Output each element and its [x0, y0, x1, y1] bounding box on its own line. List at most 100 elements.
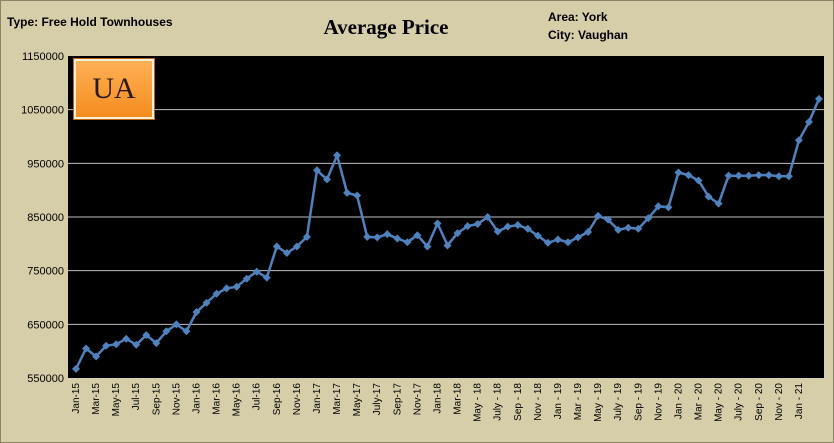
- data-point: [794, 136, 803, 145]
- data-point: [142, 331, 151, 340]
- data-point: [353, 191, 362, 200]
- x-tick-label: May-17: [352, 383, 363, 417]
- x-tick-label: Nov - 19: [653, 383, 664, 421]
- x-tick-label: Mar-15: [91, 383, 102, 415]
- x-tick-label: Sep-15: [151, 383, 162, 416]
- x-tick-label: Nov - 20: [774, 383, 785, 421]
- data-point: [403, 238, 412, 247]
- data-point: [343, 188, 352, 197]
- data-point: [363, 232, 372, 241]
- data-point: [694, 176, 703, 185]
- x-tick-label: July - 18: [493, 383, 504, 421]
- data-point: [102, 341, 111, 350]
- x-tick-label: May - 18: [473, 383, 484, 422]
- data-point: [754, 171, 763, 180]
- y-tick-label: 750000: [27, 266, 64, 278]
- data-point: [152, 339, 161, 348]
- data-point: [242, 274, 251, 283]
- x-tick-label: July - 20: [734, 383, 745, 421]
- data-point: [192, 307, 201, 316]
- x-tick-label: Jan-17: [312, 383, 323, 414]
- data-point: [212, 289, 221, 298]
- data-point: [272, 242, 281, 251]
- data-point: [764, 171, 773, 180]
- data-point: [373, 233, 382, 242]
- data-point: [704, 192, 713, 201]
- data-point: [383, 230, 392, 239]
- data-point: [333, 151, 342, 160]
- data-point: [563, 238, 572, 247]
- data-point: [282, 248, 291, 257]
- data-point: [312, 166, 321, 175]
- data-point: [513, 221, 522, 230]
- y-tick-label: 550000: [27, 373, 64, 385]
- x-tick-label: Jan - 21: [794, 383, 805, 420]
- data-point: [815, 94, 823, 103]
- x-tick-label: Jul-15: [131, 383, 142, 411]
- y-tick-label: 650000: [27, 319, 64, 331]
- data-point: [684, 171, 693, 180]
- data-point: [132, 340, 141, 349]
- data-point: [202, 298, 211, 307]
- y-tick-label: 950000: [27, 158, 64, 170]
- data-point: [92, 352, 101, 361]
- data-point: [262, 273, 271, 282]
- data-point: [664, 203, 673, 212]
- data-point: [483, 213, 492, 221]
- x-tick-label: Sep - 20: [754, 383, 765, 421]
- data-point: [473, 219, 482, 228]
- data-point: [413, 231, 422, 240]
- data-point: [423, 242, 432, 251]
- x-tick-label: July - 19: [613, 383, 624, 421]
- data-point: [72, 364, 80, 373]
- x-tick-label: May-15: [111, 383, 122, 417]
- x-tick-label: Mar-16: [212, 383, 223, 415]
- x-tick-label: Jan-18: [432, 383, 443, 414]
- x-tick-label: Nov-15: [171, 383, 182, 416]
- data-point: [574, 233, 583, 242]
- data-point: [232, 282, 241, 291]
- data-point: [744, 171, 753, 180]
- data-point: [804, 118, 813, 127]
- data-point: [82, 344, 91, 353]
- data-point: [584, 228, 593, 237]
- data-point: [292, 242, 301, 251]
- x-tick-label: Jan - 20: [673, 383, 684, 420]
- y-tick-label: 850000: [27, 212, 64, 224]
- x-tick-label: July-17: [372, 383, 383, 416]
- data-point: [724, 171, 733, 180]
- data-point: [533, 231, 542, 240]
- x-tick-label: Jan-16: [191, 383, 202, 414]
- x-tick-label: May - 19: [593, 383, 604, 422]
- data-point: [594, 211, 603, 220]
- x-tick-label: Jan - 19: [553, 383, 564, 420]
- data-point: [734, 171, 743, 180]
- x-tick-label: Mar-18: [453, 383, 464, 415]
- ua-logo: UA: [74, 59, 154, 119]
- y-tick-label: 1150000: [22, 51, 64, 63]
- data-point: [323, 175, 332, 184]
- data-point: [714, 199, 723, 208]
- data-point: [493, 227, 502, 236]
- x-tick-label: Sep - 19: [633, 383, 644, 421]
- data-point: [162, 327, 171, 336]
- data-point: [634, 224, 643, 233]
- data-point: [674, 168, 683, 177]
- data-point: [503, 222, 512, 231]
- data-point: [443, 241, 452, 250]
- x-tick-label: Nov-16: [292, 383, 303, 416]
- chart-title: Average Price: [323, 15, 449, 39]
- data-point: [543, 238, 552, 247]
- data-point: [222, 284, 231, 293]
- data-point: [614, 225, 623, 234]
- data-point: [112, 340, 121, 349]
- y-tick-label: 1050000: [21, 105, 64, 117]
- data-point: [172, 320, 181, 329]
- property-type-label: Type: Free Hold Townhouses: [7, 15, 173, 29]
- data-point: [523, 224, 532, 233]
- data-point: [433, 219, 442, 228]
- data-point: [252, 267, 261, 276]
- data-point: [182, 327, 191, 336]
- x-tick-label: Sep - 18: [513, 383, 524, 421]
